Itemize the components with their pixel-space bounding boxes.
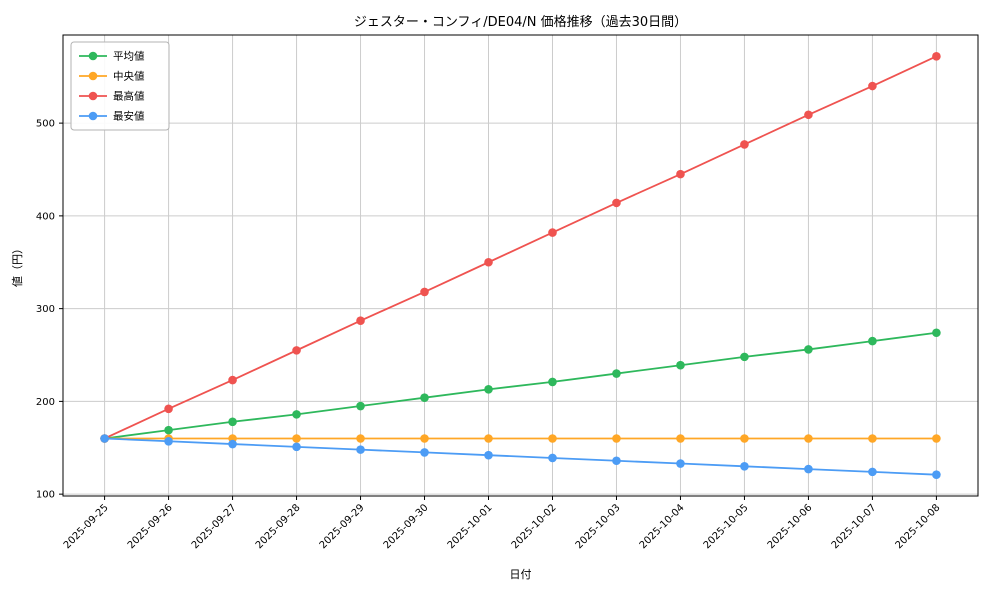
- x-tick-label: 2025-10-03: [574, 502, 623, 551]
- x-tick-label: 2025-09-25: [62, 502, 111, 551]
- data-point-average: [356, 401, 365, 411]
- x-tick-label: 2025-10-08: [894, 502, 943, 551]
- data-point-average: [484, 385, 493, 394]
- data-point-median: [484, 434, 493, 443]
- data-point-median: [612, 434, 621, 443]
- data-point-max: [356, 316, 365, 325]
- y-tick-label: 500: [36, 119, 55, 130]
- series-line-average: [104, 331, 937, 440]
- x-tick-label: 2025-10-01: [446, 502, 495, 551]
- data-point-max: [292, 346, 301, 355]
- x-tick-label: 2025-10-05: [702, 502, 751, 551]
- x-tick-label: 2025-09-29: [318, 502, 367, 551]
- data-point-max: [740, 140, 749, 149]
- series-line-max: [104, 55, 937, 440]
- data-point-average: [612, 369, 621, 378]
- data-point-average: [868, 336, 877, 346]
- data-point-min: [612, 456, 621, 466]
- data-point-average: [740, 352, 749, 362]
- data-point-median: [740, 434, 749, 443]
- data-point-min: [420, 448, 429, 457]
- data-point-max: [484, 257, 493, 267]
- x-tick-label: 2025-10-06: [766, 502, 815, 551]
- data-point-average: [420, 393, 429, 402]
- y-tick-label: 100: [36, 490, 55, 501]
- data-point-min: [100, 434, 109, 443]
- data-point-median: [292, 434, 301, 443]
- plot-border: [62, 34, 979, 497]
- data-point-min: [548, 453, 557, 463]
- data-point-min: [228, 439, 237, 449]
- data-point-median: [420, 434, 429, 443]
- data-point-min: [932, 470, 941, 479]
- data-point-max: [932, 52, 941, 61]
- data-point-max: [548, 228, 557, 237]
- legend-marker-max: [88, 91, 98, 101]
- x-tick-label: 2025-09-28: [254, 502, 303, 551]
- data-point-min: [676, 459, 685, 468]
- y-tick-label: 200: [36, 397, 55, 408]
- y-axis-label: 値（円）: [11, 243, 24, 287]
- data-point-max: [804, 110, 813, 120]
- data-point-median: [932, 434, 941, 443]
- x-tick-label: 2025-09-27: [190, 502, 239, 551]
- legend-label-average: 平均値: [113, 50, 145, 63]
- legend-label-median: 中央値: [113, 70, 145, 83]
- chart-title: ジェスター・コンフィ/DE04/N 価格推移（過去30日間）: [353, 15, 688, 30]
- legend-box: [70, 41, 170, 131]
- legend-marker-average: [88, 51, 98, 61]
- data-point-max: [612, 198, 621, 208]
- data-point-median: [676, 434, 685, 443]
- data-point-min: [740, 462, 749, 471]
- data-point-median: [548, 434, 557, 443]
- data-point-max: [228, 375, 237, 385]
- data-point-average: [292, 410, 301, 419]
- legend-marker-median: [88, 71, 98, 81]
- y-tick-label: 400: [36, 211, 55, 222]
- data-point-average: [932, 328, 941, 338]
- series-line-min: [104, 437, 937, 476]
- data-point-max: [868, 81, 877, 91]
- data-point-min: [868, 467, 877, 477]
- data-point-average: [804, 345, 813, 354]
- legend-label-max: 最高値: [113, 90, 145, 103]
- data-point-max: [676, 169, 685, 179]
- x-axis-label: 日付: [509, 568, 532, 581]
- data-point-average: [548, 377, 557, 387]
- x-tick-label: 2025-09-30: [382, 502, 431, 551]
- data-point-average: [676, 360, 685, 370]
- y-tick-label: 300: [36, 304, 55, 315]
- legend-marker-min: [88, 111, 98, 121]
- data-point-min: [804, 464, 813, 474]
- x-tick-label: 2025-10-04: [638, 502, 687, 551]
- x-tick-label: 2025-09-26: [126, 502, 175, 551]
- data-point-max: [420, 287, 429, 297]
- data-point-min: [292, 442, 301, 452]
- data-point-average: [164, 425, 173, 435]
- legend-label-min: 最安値: [113, 110, 145, 123]
- data-point-min: [164, 436, 173, 446]
- data-point-min: [356, 445, 365, 454]
- data-point-max: [164, 404, 173, 414]
- data-point-median: [356, 434, 365, 443]
- x-tick-label: 2025-10-07: [830, 502, 879, 551]
- data-point-median: [804, 434, 813, 443]
- data-point-median: [868, 434, 877, 443]
- data-point-average: [228, 417, 237, 427]
- x-tick-label: 2025-10-02: [510, 502, 559, 551]
- data-point-min: [484, 450, 493, 460]
